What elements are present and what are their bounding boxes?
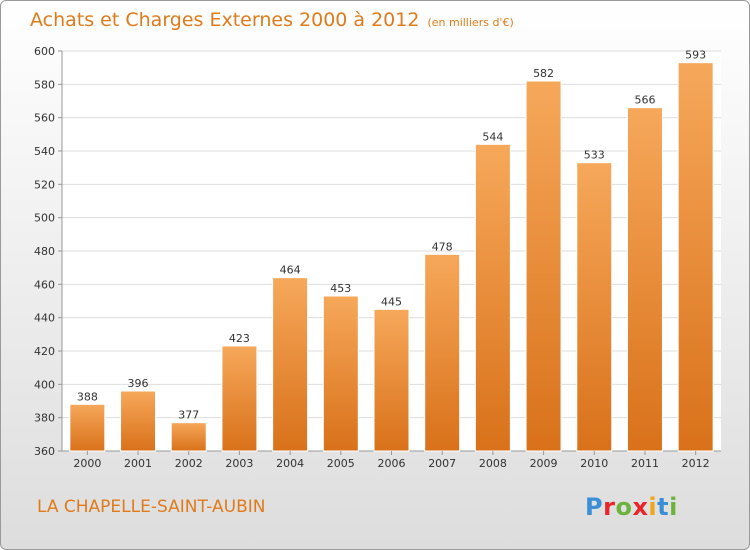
title-text: Achats et Charges Externes 2000 à 2012	[30, 9, 420, 31]
y-tick-label: 580	[34, 78, 55, 91]
y-tick-label: 420	[34, 345, 55, 358]
bar-2011	[626, 107, 663, 452]
x-tick-label-2001: 2001	[124, 457, 152, 470]
value-label-2005: 453	[330, 282, 351, 295]
x-tick-label-2011: 2011	[631, 457, 659, 470]
logo-letter: x	[632, 493, 649, 521]
x-tick-label-2005: 2005	[327, 457, 355, 470]
value-label-2007: 478	[432, 240, 453, 253]
y-tick-label: 380	[34, 412, 55, 425]
x-tick-label-2009: 2009	[530, 457, 558, 470]
x-tick-label-2012: 2012	[682, 457, 710, 470]
x-tick-label-2000: 2000	[73, 457, 101, 470]
bar-2001	[120, 390, 157, 452]
y-tick-label: 440	[34, 312, 55, 325]
value-label-2009: 582	[533, 67, 554, 80]
bar-2003	[221, 345, 258, 452]
unit-label: (en milliers d'€)	[427, 16, 514, 29]
y-tick-label: 460	[34, 278, 55, 291]
value-label-2012: 593	[685, 49, 706, 62]
bar-2007	[424, 253, 461, 452]
bar-2006	[373, 308, 410, 452]
value-label-2000: 388	[77, 390, 98, 403]
x-tick-label-2008: 2008	[479, 457, 507, 470]
y-tick-label: 540	[34, 145, 55, 158]
bar-2010	[576, 162, 613, 452]
x-tick-label-2002: 2002	[175, 457, 203, 470]
bar-2012	[677, 62, 714, 452]
logo-letter: t	[657, 493, 670, 521]
y-tick-label: 600	[34, 45, 55, 58]
logo-letter: i	[669, 493, 678, 521]
location-label: LA CHAPELLE-SAINT-AUBIN	[37, 497, 266, 517]
bar-2008	[474, 143, 511, 452]
value-label-2003: 423	[229, 332, 250, 345]
y-tick-label: 520	[34, 178, 55, 191]
value-label-2004: 464	[280, 264, 301, 277]
bar-2000	[69, 403, 106, 452]
bar-2002	[170, 422, 207, 452]
y-tick-label: 480	[34, 245, 55, 258]
bar-2004	[272, 277, 309, 452]
value-label-2006: 445	[381, 295, 402, 308]
x-tick-label-2006: 2006	[378, 457, 406, 470]
value-label-2002: 377	[178, 409, 199, 422]
chart-title: Achats et Charges Externes 2000 à 2012 (e…	[30, 9, 514, 31]
logo-letter: r	[603, 493, 616, 521]
x-tick-label-2003: 2003	[225, 457, 253, 470]
value-label-2010: 533	[584, 149, 605, 162]
value-label-2001: 396	[128, 377, 149, 390]
value-label-2011: 566	[634, 94, 655, 107]
y-tick-label: 360	[34, 445, 55, 458]
y-tick-label: 400	[34, 378, 55, 391]
logo-letter: P	[585, 493, 604, 521]
bar-2009	[525, 80, 562, 452]
y-tick-label: 500	[34, 212, 55, 225]
y-tick-label: 560	[34, 112, 55, 125]
x-tick-label-2004: 2004	[276, 457, 304, 470]
x-tick-label-2007: 2007	[428, 457, 456, 470]
value-label-2008: 544	[482, 130, 503, 143]
bar-2005	[322, 295, 359, 452]
logo-letter: o	[615, 493, 633, 521]
proxiti-logo: Proxiti	[585, 493, 678, 521]
x-tick-label-2010: 2010	[580, 457, 608, 470]
logo-letter: i	[648, 493, 658, 521]
